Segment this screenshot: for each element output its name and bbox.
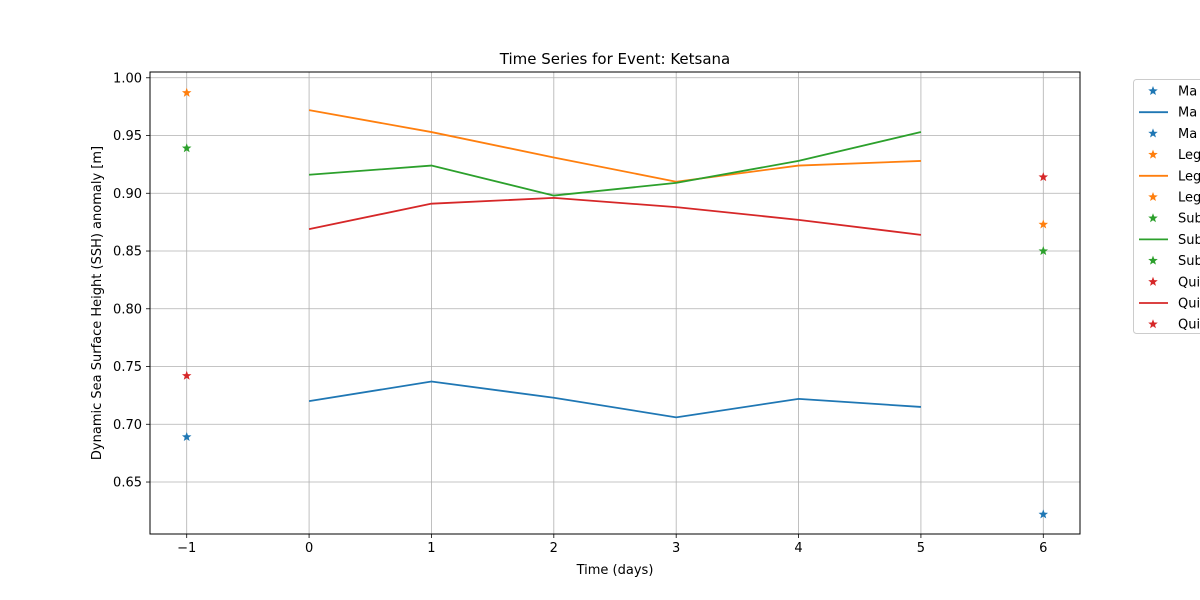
post-event-star-marker	[1038, 172, 1049, 182]
legend-entry-label: Leg	[1178, 169, 1200, 184]
legend-marker-star	[1148, 276, 1158, 286]
pre-event-star-marker	[181, 87, 192, 97]
legend-entry-label: Qui	[1178, 297, 1200, 312]
post-event-star-marker	[1038, 246, 1049, 256]
legend-marker-star	[1148, 149, 1158, 159]
x-tick-label: 4	[794, 541, 802, 556]
y-axis: 0.65 0.70 0.75 0.80 0.85 0.90 0.95 1.00	[113, 71, 150, 491]
legend-entry-label: Sub	[1178, 254, 1200, 269]
legend: Ma Ma Ma Leg Leg Leg Sub Sub Sub Qui Qui Qui	[1133, 79, 1200, 334]
y-tick-label: 0.70	[113, 418, 142, 433]
legend-entry-label: Ma	[1178, 127, 1197, 142]
x-tick-label: 0	[305, 541, 313, 556]
y-tick-label: 0.85	[113, 245, 142, 260]
legend-entry-label: Qui	[1178, 275, 1200, 290]
x-tick-label: −1	[177, 541, 196, 556]
x-axis: −1 0 1 2 3 4 5 6	[177, 534, 1047, 556]
series-layer	[181, 87, 1049, 519]
series-line	[309, 131, 922, 197]
series-1	[181, 380, 1049, 519]
post-event-star-marker	[1038, 219, 1049, 229]
y-tick-label: 0.80	[113, 302, 142, 317]
post-event-star-marker	[1038, 509, 1049, 519]
chart-title: Time Series for Event: Ketsana	[499, 50, 730, 68]
series-4	[181, 172, 1049, 380]
y-tick-label: 0.95	[113, 129, 142, 144]
legend-entry-label: Leg	[1178, 191, 1200, 206]
legend-marker-star	[1148, 319, 1158, 329]
series-line	[308, 380, 921, 419]
x-tick-label: 6	[1039, 541, 1047, 556]
y-tick-label: 0.65	[113, 476, 142, 491]
x-tick-label: 2	[550, 541, 558, 556]
series-3	[181, 131, 1049, 256]
x-tick-label: 1	[427, 541, 435, 556]
series-line	[308, 109, 921, 183]
legend-entry-label: Leg	[1178, 148, 1200, 163]
grid	[150, 72, 1080, 534]
legend-frame	[1133, 79, 1200, 334]
y-tick-label: 0.90	[113, 187, 142, 202]
y-axis-label: Dynamic Sea Surface Height (SSH) anomaly…	[90, 146, 105, 460]
series-line	[308, 196, 922, 236]
y-tick-label: 1.00	[113, 71, 142, 86]
series-2	[181, 87, 1049, 229]
legend-marker-star	[1148, 255, 1158, 265]
pre-event-star-marker	[181, 370, 192, 380]
y-tick-label: 0.75	[113, 360, 142, 375]
legend-marker-star	[1148, 213, 1158, 223]
legend-entry-label: Ma	[1178, 85, 1197, 100]
x-tick-label: 5	[917, 541, 925, 556]
legend-marker-star	[1148, 192, 1158, 202]
legend-entry-label: Ma	[1178, 106, 1197, 121]
pre-event-star-marker	[181, 143, 192, 153]
legend-marker-star	[1148, 128, 1158, 138]
legend-marker-star	[1148, 86, 1158, 96]
legend-entry-label: Sub	[1178, 233, 1200, 248]
legend-entry-label: Sub	[1178, 212, 1200, 227]
pre-event-star-marker	[181, 431, 192, 442]
x-axis-label: Time (days)	[576, 563, 654, 578]
legend-entry-label: Qui	[1178, 318, 1200, 333]
plot-frame	[149, 71, 1081, 535]
x-tick-label: 3	[672, 541, 680, 556]
